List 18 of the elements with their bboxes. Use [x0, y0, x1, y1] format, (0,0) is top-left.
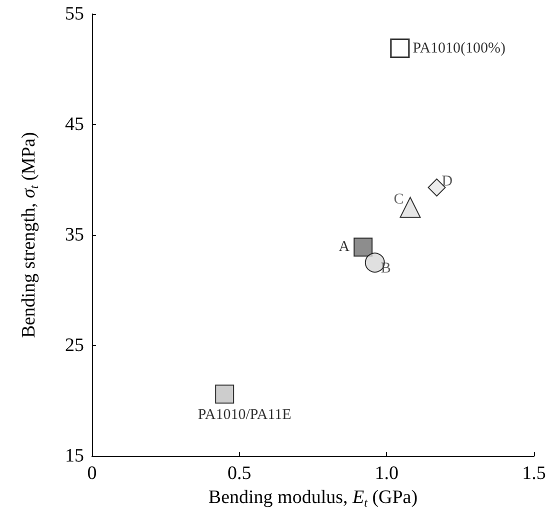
series-label: PA1010/PA11E — [198, 407, 292, 424]
series-label: PA1010(100%) — [412, 40, 506, 56]
y-axis-title: Bending strength, σt (MPa) — [18, 132, 41, 338]
series-label: C — [394, 191, 404, 208]
point — [390, 38, 410, 58]
x-tick-label: 0 — [87, 463, 97, 484]
x-tick-label: 0.5 — [227, 463, 252, 484]
x-tick-label: 1.0 — [374, 463, 399, 484]
y-tick-label: 25 — [65, 335, 84, 356]
series-label: D — [442, 173, 453, 190]
y-tick-label: 35 — [65, 224, 84, 246]
y-tick-label: 45 — [65, 114, 84, 135]
y-tick-label: 55 — [65, 4, 84, 24]
point — [215, 384, 234, 404]
x-tick-label: 1.5 — [522, 463, 546, 484]
point — [354, 238, 373, 257]
series-label: A — [338, 239, 350, 256]
y-tick-label: 15 — [65, 446, 84, 466]
